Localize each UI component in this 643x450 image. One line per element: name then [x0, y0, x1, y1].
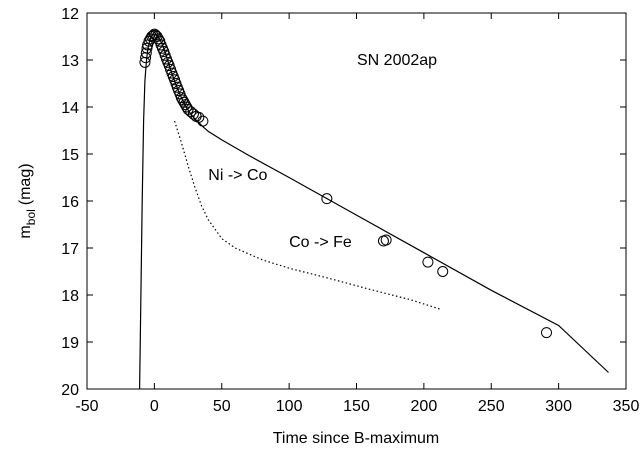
x-axis-label: Time since B-maximum	[273, 430, 440, 447]
y-axis-ticks: 12 13 14 15 16 17 18 19 20	[61, 6, 626, 399]
data-point	[193, 111, 205, 123]
x-tick-label: -50	[75, 398, 98, 415]
y-tick-label: 14	[61, 100, 79, 117]
data-point	[140, 47, 152, 59]
x-tick-label: 100	[276, 398, 303, 415]
model-light-curve	[139, 33, 609, 390]
data-point	[150, 29, 162, 41]
y-tick-label: 15	[61, 147, 79, 164]
y-tick-label: 16	[61, 194, 79, 211]
data-point	[197, 115, 209, 127]
y-tick-label: 18	[61, 288, 79, 305]
co-fe-decay-curve	[174, 120, 441, 310]
x-axis-ticks: -50 0 50 100 150 200 250 300 350	[75, 13, 639, 415]
data-point	[437, 266, 449, 277]
data-point	[422, 256, 434, 268]
x-tick-label: 250	[478, 398, 505, 415]
data-point	[187, 108, 199, 120]
data-point	[152, 33, 164, 45]
y-tick-label: 19	[61, 335, 79, 352]
x-tick-label: 200	[411, 398, 438, 415]
series-lines	[139, 33, 609, 390]
plot-frame	[86, 12, 627, 390]
x-tick-label: 300	[545, 398, 572, 415]
curve-label: Ni -> Co	[208, 167, 267, 184]
x-tick-label: 50	[213, 398, 231, 415]
data-point	[540, 327, 552, 339]
x-tick-label: 0	[150, 398, 159, 415]
y-axis-label-subscript: bol	[24, 209, 38, 225]
data-point	[380, 234, 392, 246]
y-tick-label: 12	[61, 6, 79, 23]
curve-label: Co -> Fe	[289, 234, 352, 251]
y-tick-label: 20	[61, 382, 79, 399]
y-axis-label-unit: (mag)	[17, 163, 34, 205]
x-tick-label: 350	[613, 398, 640, 415]
x-tick-label: 150	[343, 398, 370, 415]
data-point	[321, 193, 333, 205]
curve-labels: Ni -> Co Co -> Fe	[208, 167, 352, 251]
sn-annotation: SN 2002ap	[357, 52, 437, 69]
y-tick-label: 13	[61, 53, 79, 70]
data-points	[139, 28, 552, 339]
y-tick-label: 17	[61, 241, 79, 258]
y-axis-label: mbol(mag)	[17, 163, 38, 238]
